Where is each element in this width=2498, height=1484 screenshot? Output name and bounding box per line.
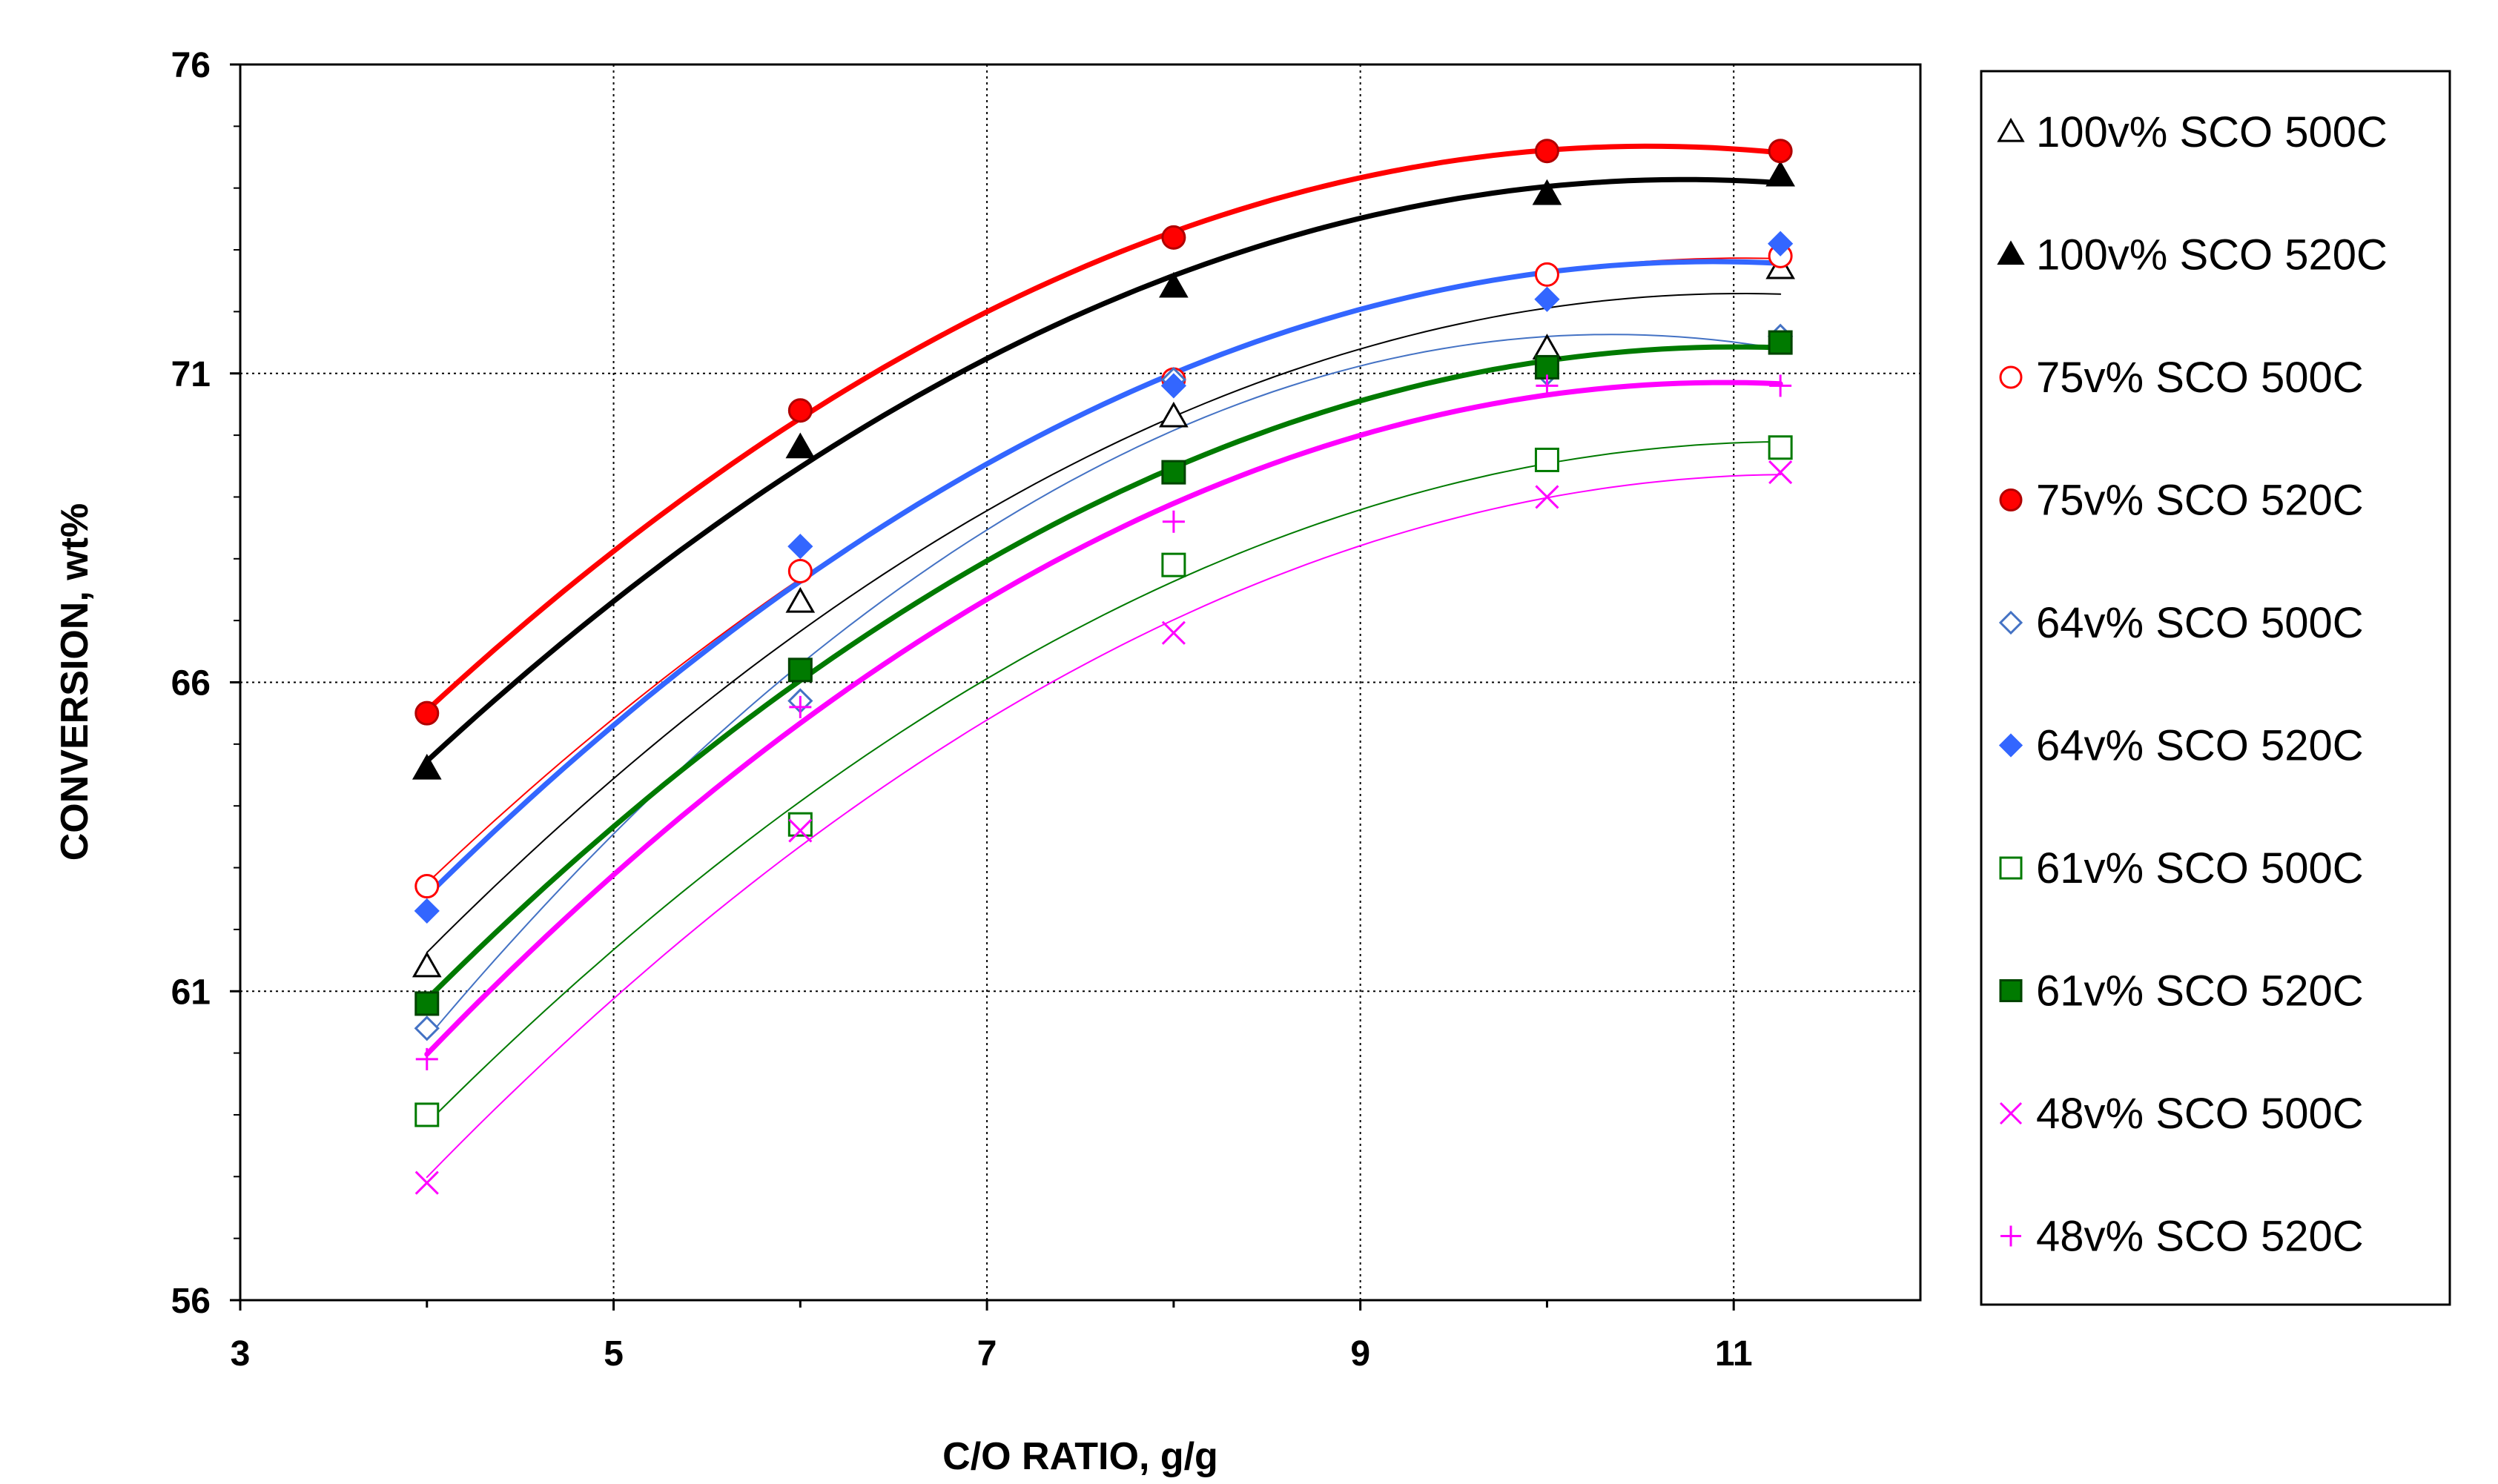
- data-point-64v-sco-520c: [1768, 231, 1794, 256]
- x-tick-label: 5: [604, 1334, 624, 1374]
- legend-label: 48v% SCO 500C: [2036, 1090, 2364, 1138]
- legend-item-100v-sco-520c: 100v% SCO 520C: [1997, 231, 2388, 279]
- trendline-100v-sco-520c: [424, 176, 1783, 764]
- legend-label: 61v% SCO 520C: [2036, 967, 2364, 1016]
- data-point-100v-sco-500c: [785, 586, 816, 613]
- data-point-61v-sco-500c: [1768, 435, 1793, 460]
- legend-marker-100v-sco-520c: [1997, 240, 2025, 265]
- data-point-75v-sco-520c: [1161, 225, 1186, 250]
- data-point-64v-sco-520c: [1534, 286, 1560, 312]
- data-point-48v-sco-500c: [788, 818, 813, 843]
- data-point-61v-sco-500c: [787, 812, 813, 837]
- trendline-100v-sco-500c: [426, 292, 1782, 953]
- legend-marker-61v-sco-520c: [1999, 979, 2023, 1002]
- legend-frame: [1980, 70, 2451, 1306]
- legend-item-75v-sco-520c: 75v% SCO 520C: [1999, 477, 2364, 525]
- data-point-100v-sco-520c: [1765, 160, 1796, 187]
- legend-marker-64v-sco-520c: [1998, 733, 2023, 758]
- legend-marker-100v-sco-500c: [1997, 117, 2025, 142]
- data-point-48v-sco-500c: [414, 1170, 439, 1195]
- y-tick-label: 76: [171, 46, 211, 85]
- x-axis-label: C/O RATIO, g/g: [942, 1435, 1218, 1478]
- data-point-100v-sco-520c: [785, 432, 816, 459]
- data-point-61v-sco-500c: [1161, 552, 1186, 577]
- data-point-48v-sco-520c: [789, 695, 812, 718]
- y-axis-label: CONVERSION, wt%: [53, 503, 96, 861]
- legend-item-48v-sco-520c: 48v% SCO 520C: [2000, 1213, 2364, 1261]
- data-point-75v-sco-500c: [787, 558, 813, 583]
- x-tick-label: 3: [231, 1334, 251, 1374]
- legend-item-48v-sco-500c: 48v% SCO 500C: [1999, 1090, 2364, 1138]
- data-point-48v-sco-520c: [415, 1047, 438, 1070]
- legend-label: 48v% SCO 520C: [2036, 1213, 2364, 1261]
- data-point-48v-sco-500c: [1768, 460, 1793, 485]
- data-point-48v-sco-500c: [1161, 620, 1186, 645]
- data-point-61v-sco-500c: [414, 1102, 440, 1127]
- data-point-61v-sco-520c: [1161, 460, 1186, 485]
- x-tick-label: 11: [1715, 1334, 1753, 1374]
- legend-label: 100v% SCO 500C: [2036, 108, 2388, 156]
- legend-item-100v-sco-500c: 100v% SCO 500C: [1997, 108, 2388, 156]
- legend-item-61v-sco-500c: 61v% SCO 500C: [1999, 844, 2364, 892]
- legend-marker-61v-sco-500c: [1999, 856, 2023, 880]
- data-point-61v-sco-520c: [1534, 354, 1559, 380]
- legend-item-64v-sco-520c: 64v% SCO 520C: [1998, 722, 2364, 770]
- data-point-64v-sco-500c: [414, 1016, 440, 1041]
- legend-label: 75v% SCO 520C: [2036, 477, 2364, 525]
- legend-label: 64v% SCO 520C: [2036, 722, 2364, 770]
- x-tick-label: 7: [977, 1334, 997, 1374]
- y-tick-label: 71: [171, 355, 211, 394]
- data-point-75v-sco-520c: [414, 700, 440, 726]
- legend-marker-75v-sco-500c: [1999, 365, 2023, 389]
- data-point-48v-sco-500c: [1535, 485, 1559, 509]
- data-points: [412, 139, 1796, 1195]
- data-point-100v-sco-520c: [1532, 179, 1562, 205]
- data-point-75v-sco-520c: [787, 398, 813, 423]
- data-point-64v-sco-520c: [787, 534, 813, 560]
- trendline-48v-sco-500c: [426, 474, 1782, 1179]
- y-tick-label: 56: [171, 1282, 211, 1321]
- legend-label: 75v% SCO 500C: [2036, 354, 2364, 402]
- data-point-75v-sco-520c: [1768, 139, 1793, 164]
- data-point-61v-sco-500c: [1534, 447, 1559, 472]
- legend-item-75v-sco-500c: 75v% SCO 500C: [1999, 354, 2364, 402]
- data-point-48v-sco-520c: [1536, 374, 1559, 397]
- data-point-48v-sco-520c: [1769, 374, 1792, 397]
- legend-label: 100v% SCO 520C: [2036, 231, 2388, 279]
- data-point-64v-sco-520c: [414, 898, 440, 924]
- legend-item-64v-sco-500c: 64v% SCO 500C: [1998, 599, 2364, 647]
- legend-marker-75v-sco-520c: [1999, 488, 2023, 511]
- data-point-100v-sco-520c: [1159, 271, 1189, 298]
- data-point-100v-sco-500c: [1159, 401, 1189, 428]
- data-point-75v-sco-520c: [1534, 139, 1559, 164]
- axis-ticks: 3 5 7 9 11 56 61 66 71 76: [171, 46, 1753, 1374]
- legend: 100v% SCO 500C 100v% SCO 520C 75v% SCO 500…: [1980, 70, 2451, 1306]
- data-point-75v-sco-500c: [1534, 262, 1559, 287]
- trendline-48v-sco-520c: [424, 380, 1783, 1057]
- legend-label: 61v% SCO 500C: [2036, 844, 2364, 892]
- data-point-64v-sco-520c: [1160, 373, 1187, 399]
- data-point-48v-sco-520c: [1162, 510, 1185, 533]
- y-tick-label: 61: [171, 973, 211, 1012]
- data-point-75v-sco-500c: [414, 874, 440, 899]
- data-point-61v-sco-520c: [414, 991, 440, 1016]
- data-point-100v-sco-520c: [412, 753, 442, 780]
- legend-item-61v-sco-520c: 61v% SCO 520C: [1999, 967, 2364, 1016]
- legend-marker-64v-sco-500c: [1998, 610, 2023, 635]
- legend-marker-48v-sco-500c: [1999, 1102, 2023, 1125]
- x-tick-label: 9: [1350, 1334, 1370, 1374]
- legend-marker-48v-sco-520c: [2000, 1225, 2021, 1247]
- y-tick-label: 66: [171, 664, 211, 703]
- legend-label: 64v% SCO 500C: [2036, 599, 2364, 647]
- data-point-100v-sco-500c: [412, 951, 442, 978]
- data-point-61v-sco-520c: [1768, 330, 1793, 355]
- data-point-61v-sco-520c: [787, 657, 813, 683]
- gridlines: [240, 64, 1920, 1300]
